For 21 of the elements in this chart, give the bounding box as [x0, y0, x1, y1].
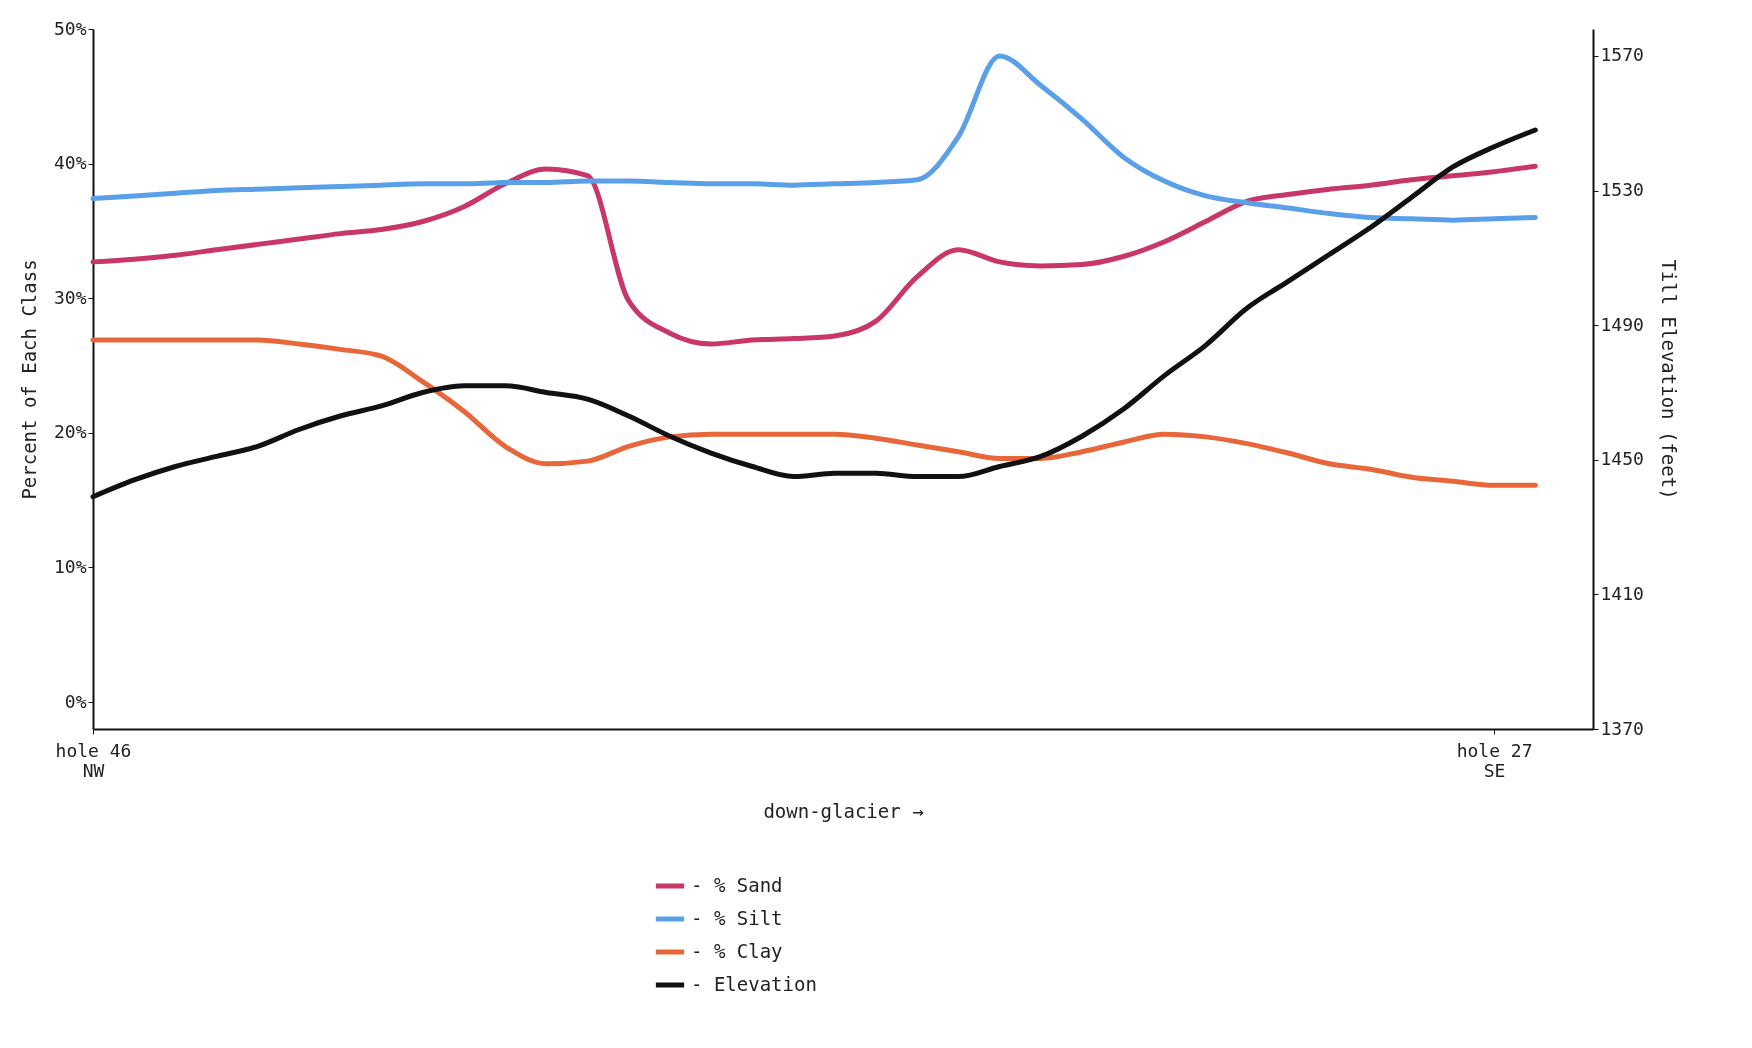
- y2-tick-label: 1570: [1600, 44, 1644, 66]
- legend-label: - % Sand: [691, 874, 783, 896]
- y2-tick-label: 1490: [1600, 313, 1644, 335]
- y-tick-label: 30%: [53, 286, 87, 308]
- y2-tick-label: 1370: [1600, 717, 1644, 739]
- y-tick-label: 0%: [64, 690, 87, 712]
- x-tick-label: hole 46 NW: [55, 739, 132, 781]
- legend-label: - Elevation: [691, 973, 817, 995]
- y-tick-label: 10%: [53, 555, 87, 577]
- x-tick-label: hole 27 SE: [1456, 739, 1533, 781]
- y-axis-title: Percent of Each Class: [17, 259, 40, 500]
- y2-tick-label: 1410: [1600, 582, 1644, 604]
- x-axis-title: down-glacier →: [763, 799, 924, 822]
- y-tick-label: 40%: [53, 152, 87, 174]
- legend-label: - % Silt: [691, 907, 783, 929]
- y2-axis-title: Till Elevation (feet): [1657, 259, 1680, 500]
- y-tick-label: 20%: [53, 421, 87, 443]
- y2-tick-label: 1530: [1600, 179, 1644, 201]
- legend-label: - % Clay: [691, 940, 783, 962]
- y2-tick-label: 1450: [1600, 448, 1644, 470]
- y-tick-label: 50%: [53, 17, 87, 39]
